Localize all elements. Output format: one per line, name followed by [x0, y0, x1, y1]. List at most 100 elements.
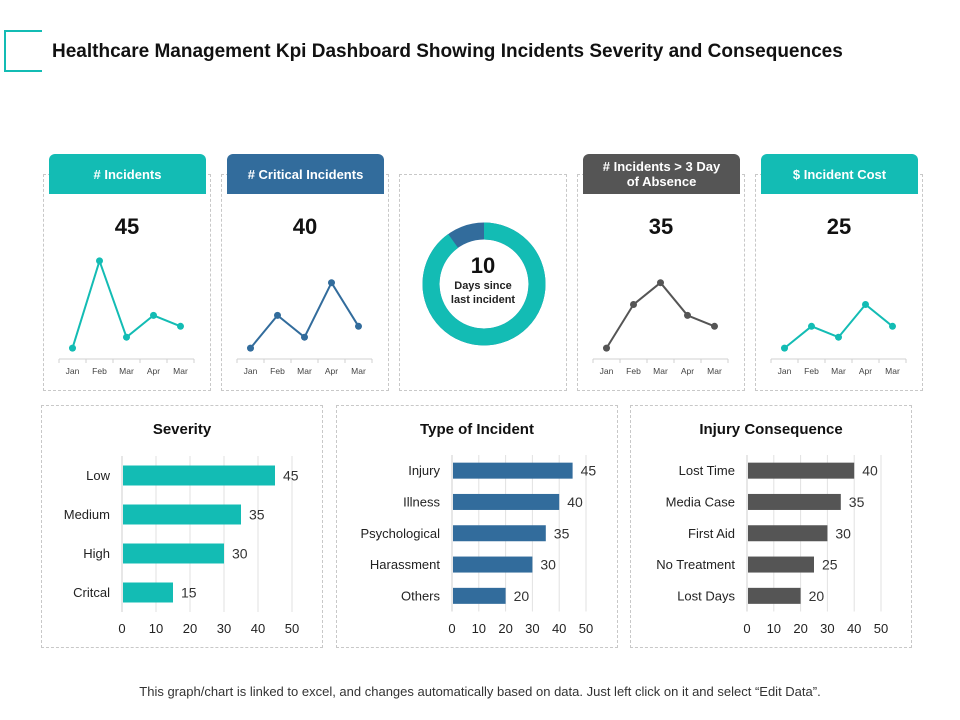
bar[interactable] [453, 493, 560, 510]
data-point[interactable] [684, 311, 691, 319]
data-point[interactable] [862, 301, 869, 308]
data-point[interactable] [301, 333, 308, 341]
x-tick-label: Mar [885, 366, 900, 376]
category-label: High [83, 546, 110, 561]
data-point[interactable] [711, 322, 718, 330]
panel-title-injury-consequence: Injury Consequence [699, 421, 843, 438]
data-point[interactable] [96, 257, 103, 265]
kpi-card-days-since[interactable]: 10 Days since last incident [399, 174, 567, 391]
footer-note: This graph/chart is linked to excel, and… [139, 684, 821, 699]
kpi-card-absence[interactable]: # Incidents > 3 Day of Absence 35 Jan Feb… [577, 154, 745, 391]
bar[interactable] [748, 525, 828, 542]
category-label: Critcal [73, 585, 110, 600]
bar-value-label: 40 [567, 494, 583, 510]
bar-value-label: 20 [809, 588, 825, 604]
category-label: Medium [64, 507, 110, 522]
bar[interactable] [748, 462, 855, 479]
x-tick-label: Mar [119, 366, 134, 376]
x-tick-label: Feb [626, 366, 641, 376]
bar-chart-injury-consequence[interactable]: 0 10 20 30 40 50 Lost Time 40 Media Case 35 First … [631, 406, 911, 647]
panel-type-of-incident[interactable]: Type of Incident 0 10 20 30 40 50 Injury 45 Illn… [336, 405, 618, 648]
bar[interactable] [123, 465, 275, 486]
panel-title-severity: Severity [152, 421, 212, 438]
x-tick-label: 20 [183, 621, 197, 636]
x-tick-label: 50 [579, 621, 593, 636]
x-tick-label: Apr [325, 366, 338, 376]
x-tick-label: Mar [831, 366, 846, 376]
x-tick-label: Jan [600, 366, 614, 376]
data-point[interactable] [247, 344, 254, 352]
x-tick-label: Apr [681, 366, 694, 376]
data-point[interactable] [274, 311, 281, 319]
data-point[interactable] [781, 344, 788, 352]
bar[interactable] [748, 493, 841, 510]
bar[interactable] [453, 525, 546, 542]
category-label: Lost Days [677, 588, 735, 603]
line-chart-incidents[interactable]: Jan Feb Mar Apr Mar [44, 245, 210, 385]
data-point[interactable] [123, 333, 130, 341]
x-tick-label: 50 [285, 621, 299, 636]
bar[interactable] [748, 587, 801, 604]
data-point[interactable] [69, 344, 76, 352]
x-tick-label: 20 [793, 621, 807, 636]
category-label: First Aid [688, 526, 735, 541]
category-label: Psychological [361, 526, 441, 541]
kpi-card-incident-cost[interactable]: $ Incident Cost 25 Jan Feb Mar Apr Mar [755, 154, 923, 391]
bar[interactable] [453, 462, 573, 479]
x-tick-label: 10 [472, 621, 486, 636]
bar[interactable] [453, 556, 533, 573]
bar[interactable] [123, 504, 241, 525]
bar-value-label: 20 [514, 588, 530, 604]
data-point[interactable] [835, 333, 842, 341]
series-line [783, 303, 894, 349]
donut-chart[interactable] [419, 219, 549, 349]
data-point[interactable] [328, 279, 335, 287]
x-tick-label: 30 [820, 621, 834, 636]
x-tick-label: Mar [173, 366, 188, 376]
donut-value-arc [422, 222, 546, 346]
x-tick-label: 10 [149, 621, 163, 636]
bar-chart-severity[interactable]: 0 10 20 30 40 50 Low 45 Medium 35 High 30 Critcal 15 [42, 406, 322, 647]
category-label: Media Case [666, 494, 735, 509]
data-point[interactable] [808, 322, 815, 330]
x-tick-label: 0 [743, 621, 750, 636]
title-bracket-decoration [4, 30, 42, 72]
data-point[interactable] [889, 322, 896, 330]
x-tick-label: Mar [297, 366, 312, 376]
panel-severity[interactable]: Severity 0 10 20 30 40 50 Low 45 Medium 35 High 30 C… [41, 405, 323, 648]
x-tick-label: Apr [859, 366, 872, 376]
bar[interactable] [123, 543, 224, 564]
kpi-header-absence: # Incidents > 3 Day of Absence [583, 154, 740, 194]
kpi-card-incidents[interactable]: # Incidents 45 Jan Feb Mar Apr Mar [43, 154, 211, 391]
x-tick-label: 50 [874, 621, 888, 636]
donut-label: Days since last incident [450, 280, 516, 306]
category-label: Injury [408, 463, 440, 478]
data-point[interactable] [657, 279, 664, 287]
line-chart-critical-incidents[interactable]: Jan Feb Mar Apr Mar [222, 245, 388, 385]
kpi-value-absence: 35 [648, 214, 674, 239]
data-point[interactable] [603, 344, 610, 352]
data-point[interactable] [177, 322, 184, 330]
kpi-card-critical-incidents[interactable]: # Critical Incidents 40 Jan Feb Mar Apr Mar [221, 154, 389, 391]
x-tick-label: 0 [448, 621, 455, 636]
bar[interactable] [453, 587, 506, 604]
x-tick-label: Feb [270, 366, 285, 376]
bar-value-label: 35 [554, 525, 570, 541]
bar-chart-type-of-incident[interactable]: 0 10 20 30 40 50 Injury 45 Illness 40 Psychologica… [337, 406, 617, 647]
line-chart-incident-cost[interactable]: Jan Feb Mar Apr Mar [756, 245, 922, 385]
bar-value-label: 45 [581, 463, 597, 479]
x-tick-label: Jan [778, 366, 792, 376]
data-point[interactable] [150, 311, 157, 319]
x-tick-label: 20 [498, 621, 512, 636]
bar-value-label: 30 [540, 557, 556, 573]
data-point[interactable] [355, 322, 362, 330]
x-tick-label: Apr [147, 366, 160, 376]
x-tick-label: Jan [244, 366, 258, 376]
bar[interactable] [123, 582, 173, 603]
data-point[interactable] [630, 301, 637, 308]
bar[interactable] [748, 556, 814, 573]
category-label: No Treatment [656, 557, 735, 572]
line-chart-absence[interactable]: Jan Feb Mar Apr Mar [578, 245, 744, 385]
kpi-header-incident-cost: $ Incident Cost [761, 154, 918, 194]
panel-injury-consequence[interactable]: Injury Consequence 0 10 20 30 40 50 Lost Time 4… [630, 405, 912, 648]
